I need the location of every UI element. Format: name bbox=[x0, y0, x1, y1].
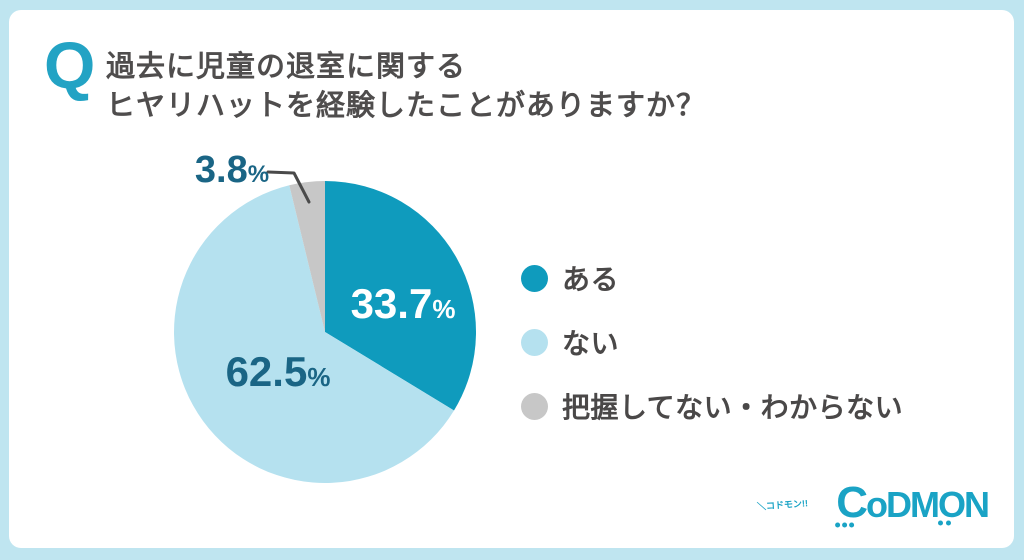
slice-value-haaku: 3.8 bbox=[194, 149, 248, 191]
chart-legend: ある ない 把握してない・わからない bbox=[521, 258, 903, 450]
pie-slice-2 bbox=[289, 181, 325, 332]
logo-letter-big-o: O bbox=[937, 484, 966, 528]
legend-label-nai: ない bbox=[562, 328, 620, 359]
logo-letter-n: N bbox=[964, 484, 990, 525]
logo-bigo-glyph: O bbox=[937, 484, 966, 525]
legend-label-aru: ある bbox=[562, 264, 620, 295]
logo-c-dot bbox=[842, 522, 847, 528]
legend-dot-haaku-icon bbox=[521, 392, 548, 420]
slice-unit-nai: % bbox=[307, 362, 331, 392]
question-title-line1: 過去に児童の退室に関する bbox=[106, 51, 467, 83]
logo-letter-c: C bbox=[835, 478, 868, 530]
logo-c-face-icon bbox=[835, 522, 865, 528]
logo-o-eye bbox=[937, 520, 943, 526]
codmon-logo: ＼コドモン!! C o DM O N bbox=[757, 478, 990, 530]
pie-slice-1 bbox=[174, 185, 454, 483]
legend-label-haaku: 把握してない・わからない bbox=[562, 392, 904, 423]
legend-dot-aru-icon bbox=[521, 264, 548, 292]
logo-letter-o: o bbox=[865, 484, 888, 525]
logo-c-dot bbox=[835, 522, 840, 528]
pie-chart bbox=[174, 170, 477, 483]
question-title-line2: ヒヤリハットを経験したことがありますか？ bbox=[106, 90, 707, 122]
legend-item-nai: ない bbox=[521, 322, 903, 362]
content-card: Q 過去に児童の退室に関する ヒヤリハットを経験したことがありますか？ 33.7… bbox=[9, 10, 1014, 548]
question-mark-icon: Q bbox=[44, 28, 96, 102]
slice-label-aru: 33.7% bbox=[347, 280, 459, 328]
slice-unit-aru: % bbox=[432, 294, 456, 324]
pie-slice-0 bbox=[325, 181, 477, 411]
logo-c-dot bbox=[849, 522, 854, 528]
slice-label-haaku: 3.8% bbox=[190, 149, 274, 192]
legend-item-haaku: 把握してない・わからない bbox=[521, 386, 903, 426]
legend-item-aru: ある bbox=[521, 258, 903, 298]
logo-letters-dm: DM bbox=[885, 484, 940, 525]
slice-value-nai: 62.5 bbox=[225, 348, 308, 395]
question-title: 過去に児童の退室に関する ヒヤリハットを経験したことがありますか？ bbox=[106, 48, 706, 126]
leader-line-3-8 bbox=[266, 170, 311, 204]
legend-dot-nai-icon bbox=[521, 328, 548, 356]
logo-katakana: ＼コドモン!! bbox=[756, 498, 809, 512]
slice-label-nai: 62.5% bbox=[212, 348, 344, 396]
logo-c-glyph: C bbox=[836, 478, 868, 527]
logo-o-eye bbox=[945, 520, 951, 526]
slice-value-aru: 33.7 bbox=[350, 280, 433, 327]
logo-o-face-icon bbox=[937, 520, 964, 526]
slice-unit-haaku: % bbox=[247, 161, 270, 188]
